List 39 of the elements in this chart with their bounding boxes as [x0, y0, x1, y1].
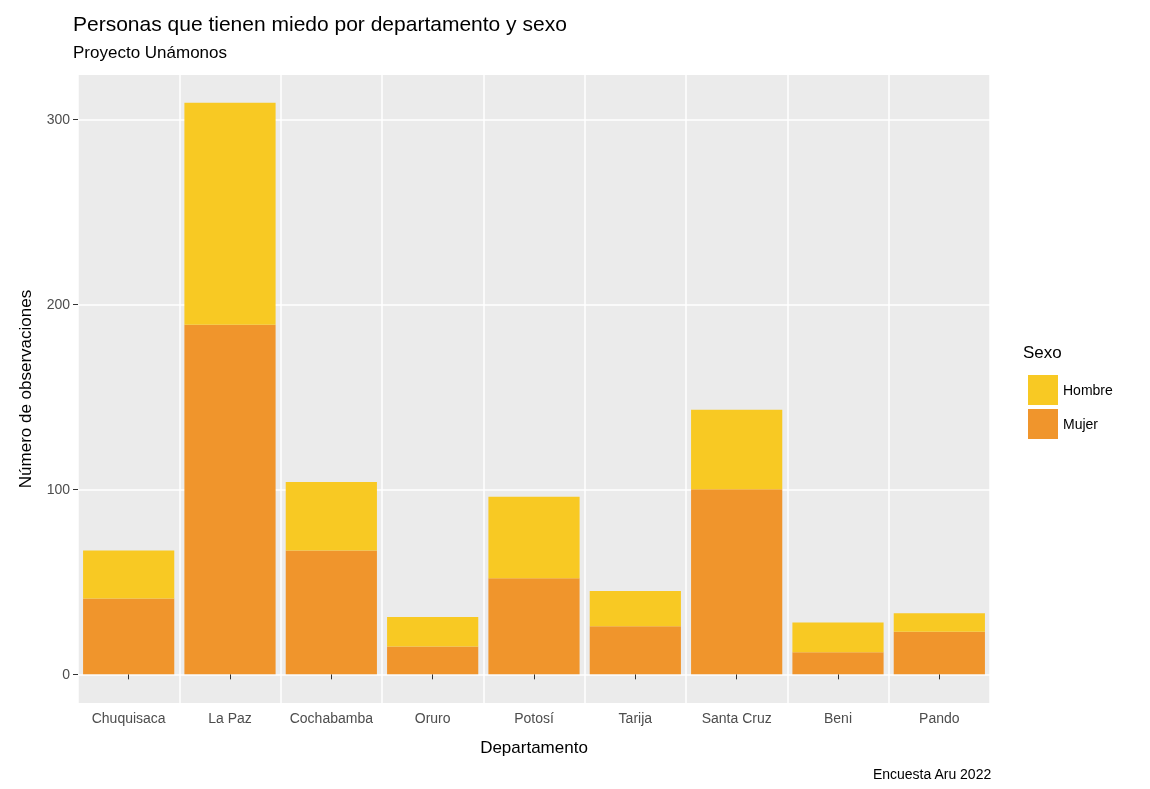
- bar: [589, 591, 681, 627]
- y-tick-label: 0: [62, 666, 71, 683]
- x-tick-label: Beni: [823, 710, 853, 726]
- x-tick-label: Chuquisaca: [91, 710, 166, 726]
- y-tick-label: 100: [46, 481, 71, 498]
- x-tick-label: Cochabamba: [289, 710, 374, 726]
- bar: [387, 616, 479, 647]
- y-tick-label: 300: [46, 111, 71, 128]
- bar: [893, 631, 985, 675]
- legend-title: Sexo: [1023, 343, 1062, 362]
- bar: [184, 324, 276, 675]
- x-tick-label: Oruro: [414, 710, 451, 726]
- x-tick-label: Potosí: [514, 710, 554, 726]
- y-axis-title: Número de observaciones: [16, 289, 35, 489]
- bar: [792, 652, 884, 675]
- bar: [691, 489, 783, 675]
- bar: [83, 598, 175, 675]
- bar: [488, 496, 580, 579]
- y-tick-label: 200: [46, 296, 71, 313]
- chart-title: Personas que tienen miedo por departamento y sexo: [73, 12, 567, 35]
- bar: [792, 622, 884, 653]
- x-tick-label: Tarija: [618, 710, 653, 726]
- bar: [285, 481, 377, 551]
- legend-label: Hombre: [1063, 382, 1114, 398]
- legend-label: Mujer: [1063, 416, 1099, 432]
- x-tick-label: La Paz: [208, 710, 252, 726]
- bar: [893, 613, 985, 632]
- x-tick-label: Santa Cruz: [701, 710, 772, 726]
- x-tick-label: Pando: [919, 710, 960, 726]
- chart-subtitle: Proyecto Unámonos: [73, 43, 228, 62]
- bar: [589, 626, 681, 675]
- bar: [83, 550, 175, 599]
- bar: [184, 102, 276, 325]
- bar: [691, 409, 783, 490]
- text: Encuesta Aru 2022: [872, 766, 992, 782]
- x-axis-title: Departamento: [480, 738, 588, 757]
- bar: [285, 550, 377, 675]
- bar: [387, 646, 479, 675]
- bar: [488, 578, 580, 675]
